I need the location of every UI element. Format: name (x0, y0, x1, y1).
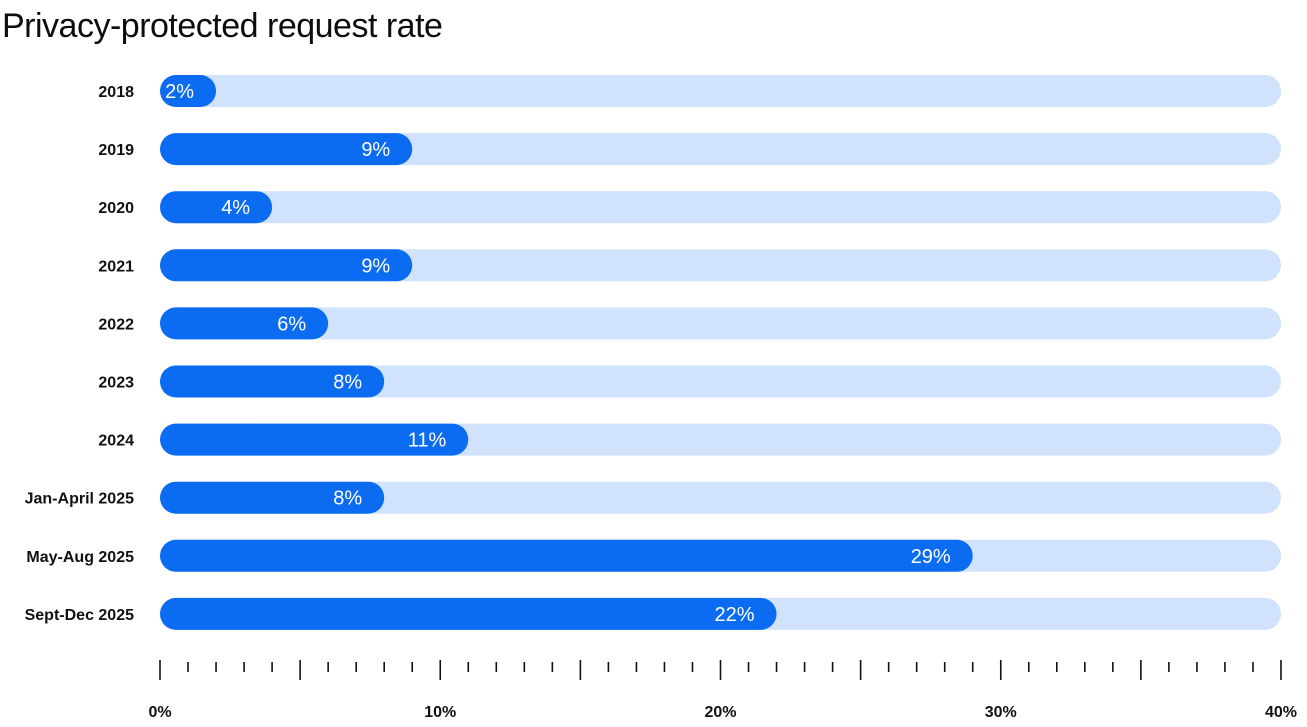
bar (160, 75, 217, 107)
category-label: 2018 (98, 84, 134, 101)
bar-value-label: 8% (333, 372, 362, 394)
category-label: Jan-April 2025 (25, 491, 134, 508)
bar-track (160, 191, 1281, 224)
bar-value-label: 2% (165, 81, 194, 103)
bar (160, 191, 273, 224)
bar (160, 423, 469, 456)
x-tick-label: 10% (424, 704, 456, 721)
bar-track (160, 75, 1281, 107)
bar-value-label: 9% (361, 139, 390, 161)
bar (160, 249, 413, 282)
chart-title: Privacy-protected request rate (2, 7, 443, 45)
bar-value-label: 4% (221, 197, 250, 219)
bar-value-label: 9% (361, 255, 390, 277)
bar (160, 539, 973, 572)
x-tick-label: 30% (985, 704, 1017, 721)
category-label: 2022 (98, 316, 134, 333)
bar-track (160, 307, 1281, 340)
bar (160, 133, 413, 166)
bar (160, 307, 329, 340)
category-label: May-Aug 2025 (26, 549, 134, 566)
bar-track (160, 365, 1281, 398)
bar-track (160, 249, 1281, 282)
bar-value-label: 29% (911, 546, 951, 568)
bar-value-label: 22% (715, 604, 755, 626)
bar-track (160, 133, 1281, 166)
bar (160, 597, 777, 630)
category-label: 2023 (98, 375, 134, 392)
category-label: Sept-Dec 2025 (25, 607, 134, 624)
category-label: 2021 (98, 258, 134, 275)
x-tick-label: 20% (704, 704, 736, 721)
category-label: 2020 (98, 200, 134, 217)
bar (160, 365, 385, 398)
bar (160, 481, 385, 514)
x-tick-label: 40% (1265, 704, 1297, 721)
category-label: 2019 (98, 142, 134, 159)
category-label: 2024 (98, 433, 134, 450)
bar-track (160, 481, 1281, 514)
bar-value-label: 8% (333, 488, 362, 510)
bar-value-label: 11% (408, 430, 447, 452)
bar-value-label: 6% (277, 313, 306, 335)
x-tick-label: 0% (148, 704, 171, 721)
